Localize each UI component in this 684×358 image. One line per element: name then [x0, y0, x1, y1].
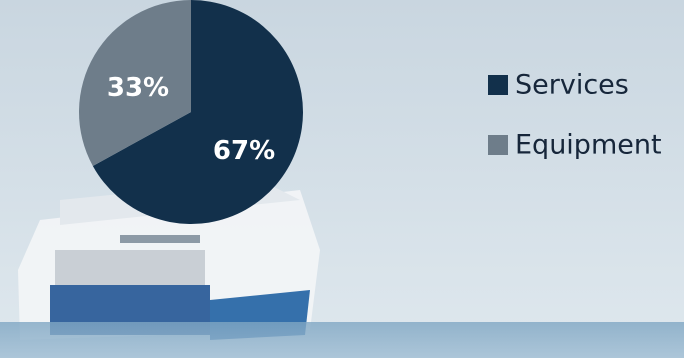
pie-slice	[78, 0, 191, 166]
legend-swatch	[488, 135, 508, 155]
slice-label: 33%	[107, 73, 169, 103]
pie-slice	[92, 0, 303, 224]
legend-swatch	[488, 75, 508, 95]
legend-label: Equipment	[515, 130, 662, 161]
slice-label: 67%	[213, 136, 275, 166]
pie: 67% 33%	[78, 0, 303, 224]
water	[0, 322, 684, 358]
legend: Services Equipment	[488, 70, 662, 161]
legend-label: Services	[515, 70, 629, 101]
